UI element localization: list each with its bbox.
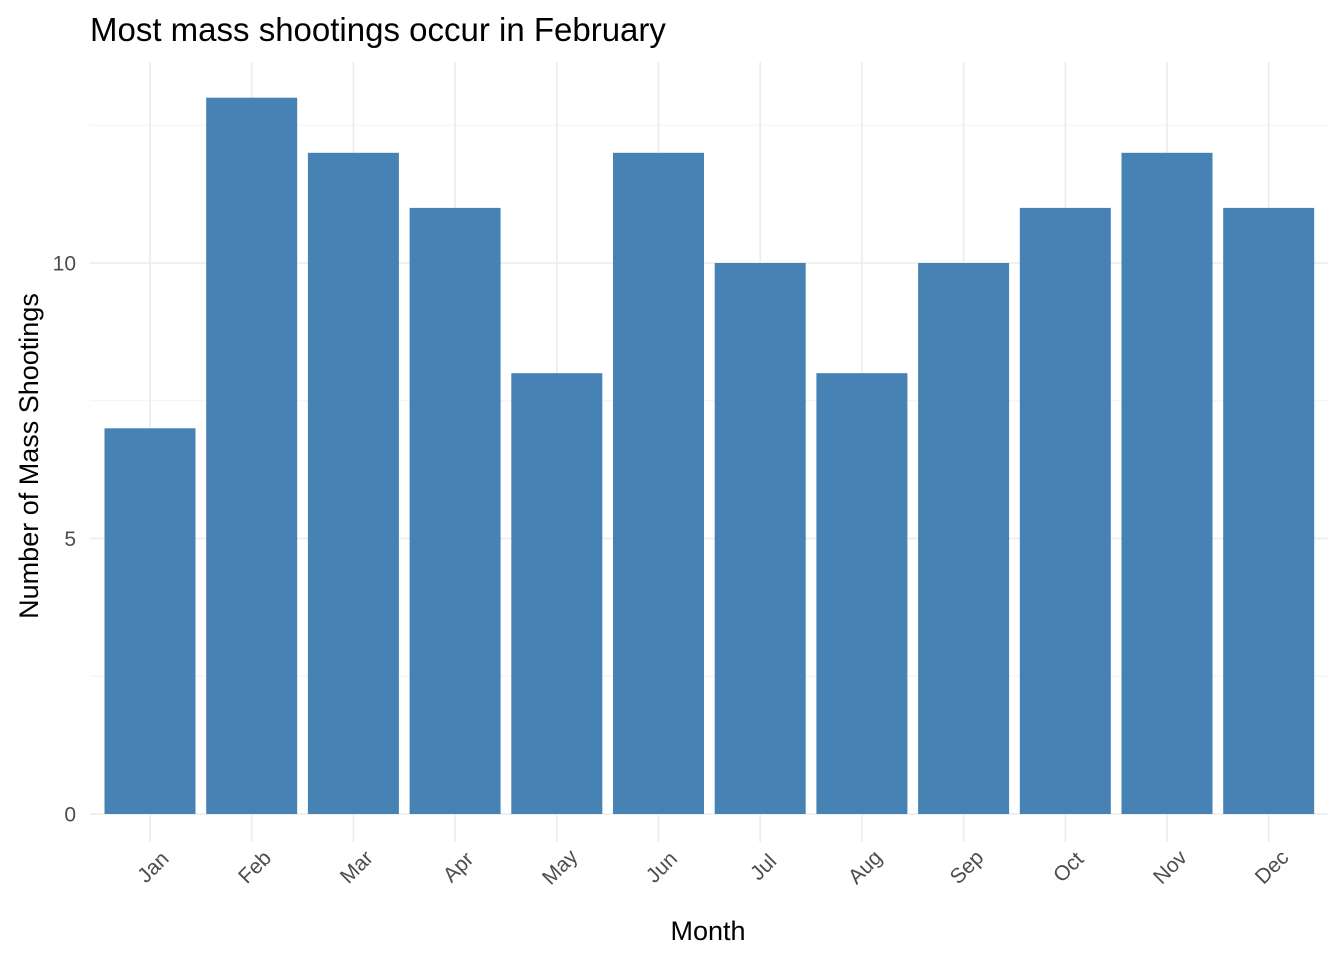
x-tick-label-dec: Dec	[1251, 846, 1294, 889]
x-tick-labels: Jan Feb Mar Apr May Jun Jul Aug Sep Oct Nov Dec	[133, 845, 1293, 890]
x-tick-label-mar: Mar	[336, 846, 378, 888]
x-axis-title: Month	[670, 916, 745, 946]
x-tick-label-jun: Jun	[642, 847, 682, 887]
bar-may	[511, 373, 603, 814]
chart-title: Most mass shootings occur in February	[90, 11, 666, 48]
bar-jun	[613, 152, 704, 815]
bar-dec	[1223, 207, 1315, 814]
bar-sep	[918, 263, 1010, 814]
x-tick-label-apr: Apr	[439, 848, 478, 887]
x-tick-label-jan: Jan	[133, 847, 173, 887]
x-tick-label-nov: Nov	[1149, 846, 1192, 889]
bars-layer	[104, 97, 1315, 815]
bar-apr	[409, 207, 501, 814]
x-tick-label-aug: Aug	[844, 846, 887, 889]
x-tick-label-jul: Jul	[746, 850, 781, 885]
y-tick-label: 10	[53, 253, 76, 276]
x-tick-label-may: May	[538, 845, 583, 890]
x-tick-label-oct: Oct	[1049, 848, 1088, 887]
bar-feb	[206, 97, 298, 814]
x-tick-label-sep: Sep	[946, 846, 989, 889]
bar-mar	[307, 152, 399, 815]
bar-oct	[1019, 207, 1111, 814]
y-tick-label: 0	[64, 804, 76, 827]
bar-jul	[714, 263, 806, 814]
bar-jan	[104, 428, 196, 814]
x-tick-label-feb: Feb	[234, 846, 276, 888]
y-tick-labels: 0 5 10	[53, 253, 76, 827]
bar-aug	[816, 373, 908, 814]
y-tick-label: 5	[64, 528, 76, 551]
bar-nov	[1121, 152, 1213, 815]
y-axis-title: Number of Mass Shootings	[14, 293, 44, 619]
